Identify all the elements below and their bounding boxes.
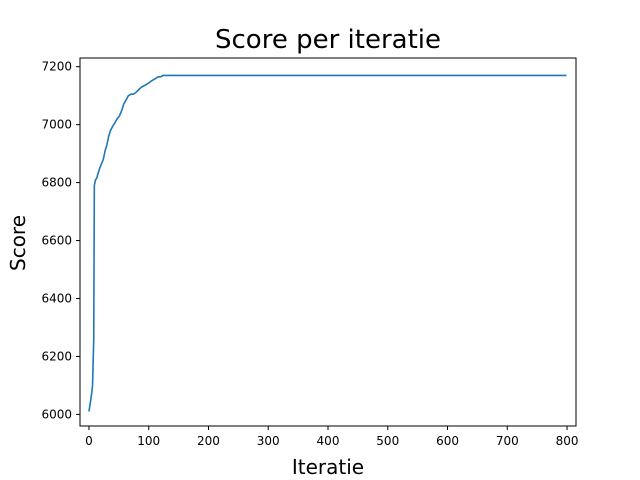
y-tick-label: 6800 (41, 176, 72, 190)
x-tick-label: 800 (556, 434, 579, 448)
y-tick-label: 6600 (41, 234, 72, 248)
x-tick-label: 700 (496, 434, 519, 448)
y-axis-ticks: 6000 6200 6400 6600 6800 7000 7200 (41, 60, 80, 421)
x-tick-label: 100 (137, 434, 160, 448)
x-tick-label: 300 (257, 434, 280, 448)
plot-area (79, 57, 577, 427)
chart-title: Score per iteratie (215, 25, 441, 55)
y-tick-label: 6200 (41, 349, 72, 363)
y-tick-label: 7000 (41, 118, 72, 132)
x-tick-label: 400 (317, 434, 340, 448)
y-tick-label: 6000 (41, 407, 72, 421)
series-line (88, 74, 567, 412)
y-tick-label: 6400 (41, 292, 72, 306)
x-axis-ticks: 0 100 200 300 400 500 600 700 800 (85, 426, 578, 448)
x-axis-label: Iteratie (292, 455, 364, 479)
y-tick-label: 7200 (41, 60, 72, 74)
x-tick-label: 600 (436, 434, 459, 448)
x-tick-label: 0 (85, 434, 93, 448)
x-tick-label: 200 (197, 434, 220, 448)
y-axis-label: Score (6, 215, 30, 271)
x-tick-label: 500 (376, 434, 399, 448)
